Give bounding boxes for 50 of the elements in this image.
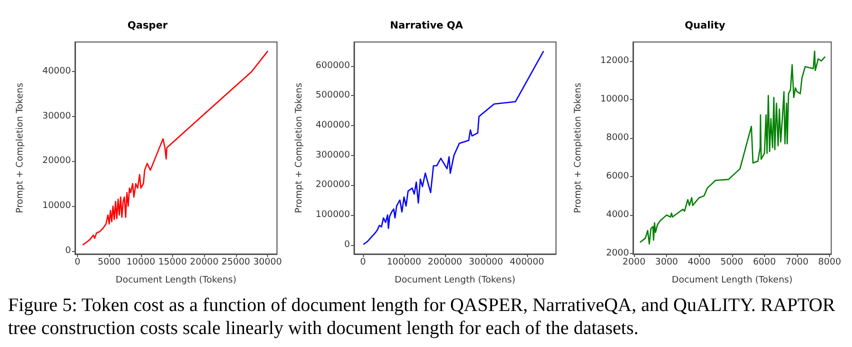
x-tick-label: 2000 <box>622 258 646 268</box>
line-series <box>363 50 544 245</box>
y-tick-label: 4000 <box>606 210 630 220</box>
x-tick-label: 0 <box>74 258 81 268</box>
x-tick-label: 6000 <box>752 258 776 268</box>
caption: Figure 5: Token cost as a function of document length for QASPER, NarrativeQA, and QuALITY. RAPTOR tree construction costs scale linearly with document length for each of the datasets. <box>8 294 836 340</box>
chart-title: Qasper <box>127 20 168 32</box>
x-tick-label: 100000 <box>386 258 422 268</box>
y-tick-label: 2000 <box>606 248 630 259</box>
y-axis-title: Prompt + Completion Tokens <box>294 82 304 214</box>
x-tick-label: 20000 <box>190 258 219 268</box>
y-tick-label: 20000 <box>42 156 72 166</box>
x-tick-label: 400000 <box>510 258 544 268</box>
x-tick-label: 25000 <box>222 258 250 268</box>
y-tick-label: 300000 <box>316 150 350 160</box>
x-tick-label: 3000 <box>655 258 678 268</box>
x-tick-label: 5000 <box>98 258 121 268</box>
chart-title: Quality <box>684 20 726 32</box>
y-tick-label: 500000 <box>316 90 350 101</box>
y-tick-label: 200000 <box>316 180 350 190</box>
y-tick-label: 400000 <box>316 120 350 130</box>
x-axis-title: Document Length (Tokens) <box>672 276 792 286</box>
x-tick-label: 15000 <box>158 258 188 268</box>
x-tick-label: 10000 <box>126 258 156 268</box>
y-tick-label: 40000 <box>42 66 72 77</box>
y-axis-title: Prompt + Completion Tokens <box>574 82 584 214</box>
y-tick-label: 12000 <box>600 56 630 66</box>
x-tick-label: 4000 <box>688 258 711 268</box>
x-tick-label: 7000 <box>786 258 809 268</box>
x-tick-label: 8000 <box>818 258 842 268</box>
x-tick-label: 30000 <box>253 258 282 268</box>
y-tick-label: 0 <box>344 240 350 250</box>
line-series <box>640 50 826 245</box>
y-tick-label: 0 <box>65 246 72 256</box>
x-axis-title: Document Length (Tokens) <box>394 276 516 286</box>
y-tick-label: 600000 <box>316 60 350 71</box>
chart-title: Narrative QA <box>390 20 464 32</box>
y-tick-label: 6000 <box>606 172 630 182</box>
y-tick-label: 8000 <box>606 132 630 143</box>
y-tick-label: 10000 <box>600 94 630 104</box>
x-tick-label: 200000 <box>428 258 462 268</box>
y-tick-label: 100000 <box>316 210 350 220</box>
y-tick-label: 30000 <box>42 111 72 122</box>
x-tick-label: 5000 <box>720 258 744 268</box>
x-tick-label: 300000 <box>468 258 504 268</box>
x-tick-label: 0 <box>360 258 366 268</box>
line-series <box>82 50 268 246</box>
x-axis-title: Document Length (Tokens) <box>116 276 236 286</box>
y-axis-title: Prompt + Completion Tokens <box>16 82 26 214</box>
y-tick-label: 10000 <box>42 201 72 212</box>
